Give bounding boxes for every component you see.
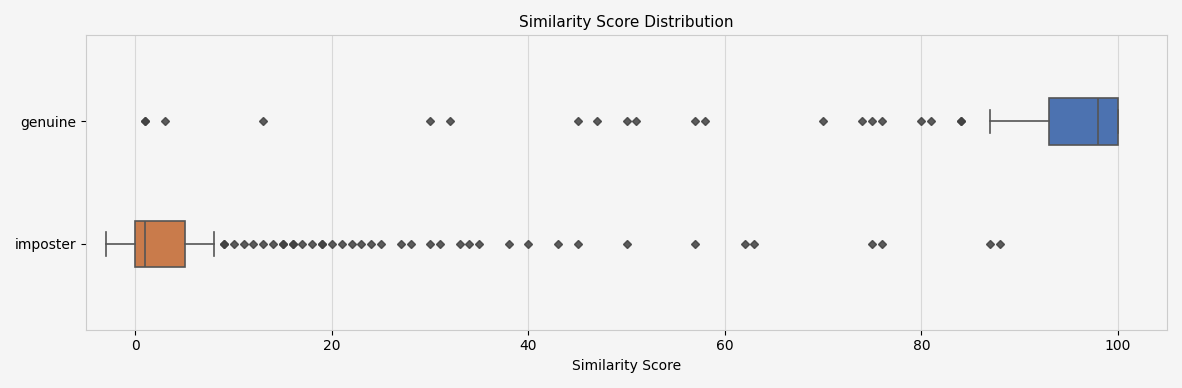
Title: Similarity Score Distribution: Similarity Score Distribution	[519, 15, 734, 30]
X-axis label: Similarity Score: Similarity Score	[572, 359, 681, 373]
PathPatch shape	[1050, 98, 1118, 144]
PathPatch shape	[136, 220, 184, 267]
